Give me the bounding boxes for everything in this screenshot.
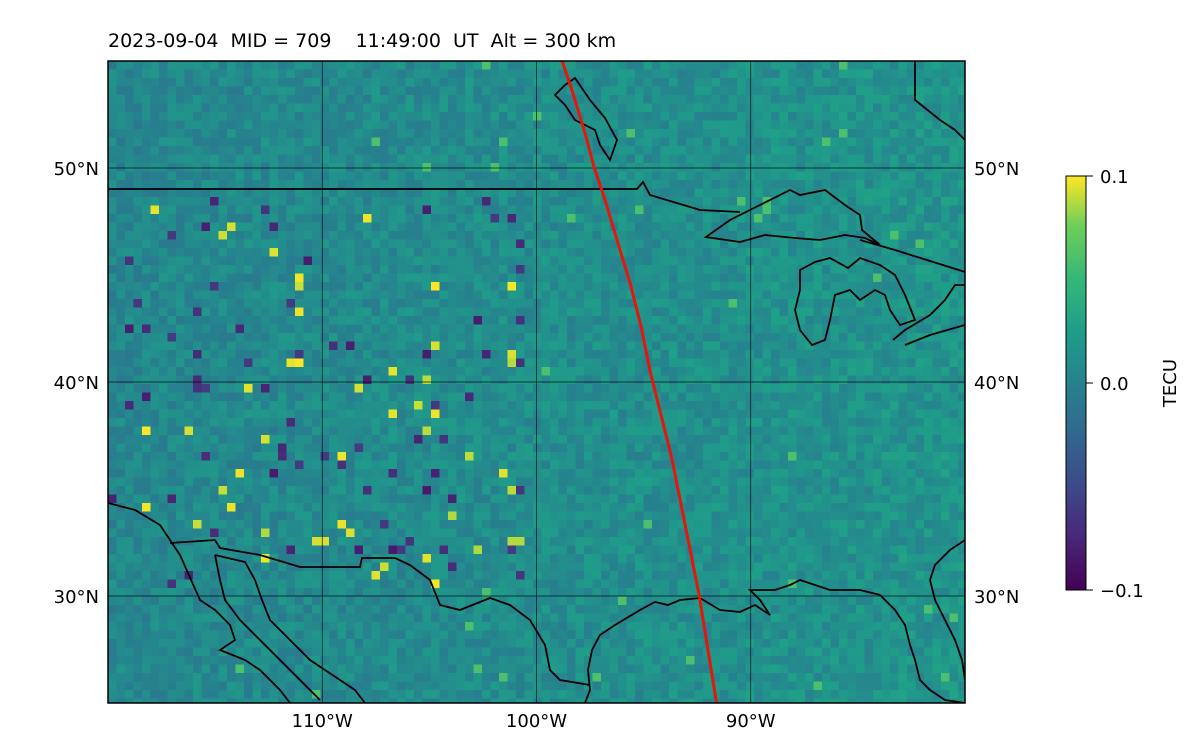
coastline-lake-ontario (904, 324, 965, 346)
coastline-lake-winnipeg (553, 76, 618, 163)
coastline-mexico-west (108, 502, 291, 703)
title-time: 11:49:00 UT (355, 30, 479, 52)
lon-tick-label: 100°W (506, 711, 567, 732)
coastline-lake-huron (859, 239, 965, 273)
coastline-baja (214, 554, 366, 703)
lat-tick-label-right: 40°N (974, 373, 1019, 394)
satellite-track (560, 61, 718, 703)
coastline-baja-inner (214, 554, 321, 701)
lat-tick-label-left: 50°N (54, 159, 99, 180)
title-date: 2023-09-04 (108, 30, 219, 52)
map-frame (107, 60, 966, 704)
coastline-lake-erie (892, 284, 965, 341)
colorbar: 0.1 0.0 −0.1 TECU (1065, 167, 1181, 602)
lat-tick-label-left: 30°N (54, 587, 99, 608)
coastline-lake-michigan (794, 256, 917, 347)
coastline-florida (929, 539, 965, 681)
coastline-hudson-bay (914, 61, 965, 141)
colorbar-tick-label: 0.1 (1100, 167, 1129, 188)
lon-tick-label: 110°W (292, 711, 353, 732)
title-mid: MID = 709 (230, 30, 332, 52)
coastline-gulf (584, 579, 965, 703)
coastline-lake-superior (703, 188, 881, 246)
tec-raster (108, 61, 965, 703)
lon-tick-label: 90°W (726, 711, 776, 732)
tick-labels: 110°W 100°W 90°W 30°N 30°N 40°N 40°N 50°N 50°N (54, 159, 1020, 732)
map-title: 2023-09-04 MID = 709 11:49:00 UT Alt = 3… (108, 30, 616, 52)
colorbar-tick-label: −0.1 (1100, 581, 1144, 602)
lat-tick-label-left: 40°N (54, 373, 99, 394)
lat-tick-label-right: 30°N (974, 587, 1019, 608)
colorbar-ticks: 0.1 0.0 −0.1 (1086, 167, 1144, 602)
colorbar-label: TECU (1160, 359, 1181, 408)
lat-tick-label-right: 50°N (974, 159, 1019, 180)
coastlines (108, 61, 965, 703)
colorbar-gradient (1065, 175, 1087, 591)
border-us-mexico (169, 539, 591, 686)
border-us-canada (108, 180, 741, 213)
gridlines (108, 61, 965, 703)
title-alt: Alt = 300 km (490, 30, 617, 52)
colorbar-tick-label: 0.0 (1100, 374, 1129, 395)
